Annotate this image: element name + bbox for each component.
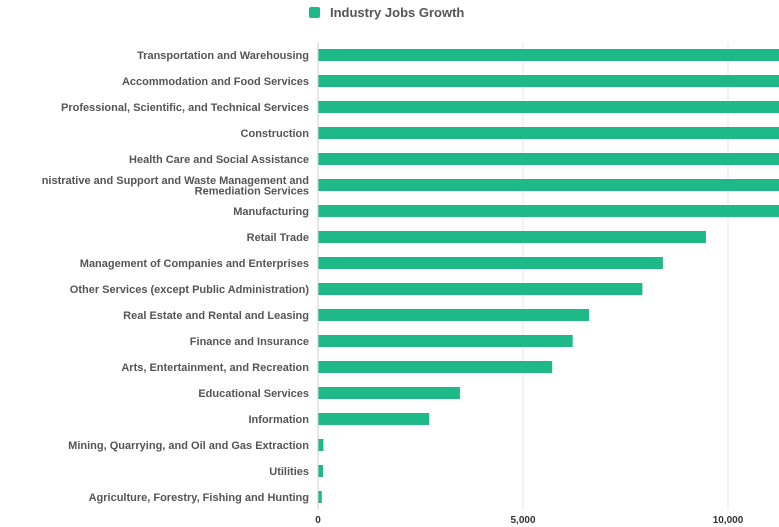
- category-label-line: Management of Companies and Enterprises: [80, 258, 309, 270]
- category-label-line: Real Estate and Rental and Leasing: [123, 310, 309, 322]
- category-label-line: Agriculture, Forestry, Fishing and Hunti…: [89, 492, 309, 504]
- category-label: Real Estate and Rental and Leasing: [123, 310, 309, 322]
- bar[interactable]: [318, 387, 460, 399]
- bar[interactable]: [318, 127, 779, 139]
- bar[interactable]: [318, 101, 779, 113]
- category-label: Mining, Quarrying, and Oil and Gas Extra…: [68, 440, 309, 452]
- category-label-line: Arts, Entertainment, and Recreation: [121, 362, 309, 374]
- bar[interactable]: [318, 205, 779, 217]
- category-label: nistrative and Support and Waste Managem…: [42, 175, 309, 198]
- gridlines: [522, 42, 729, 510]
- category-label-line: Mining, Quarrying, and Oil and Gas Extra…: [68, 440, 309, 452]
- category-label-line: Information: [249, 414, 310, 426]
- bar[interactable]: [318, 465, 324, 477]
- category-label-line: Retail Trade: [247, 232, 309, 244]
- legend-swatch: [309, 7, 320, 18]
- category-label: Other Services (except Public Administra…: [70, 284, 310, 296]
- category-labels: Transportation and Warehousing Accommodat…: [42, 50, 310, 504]
- category-label: Educational Services: [198, 388, 309, 400]
- category-label: Health Care and Social Assistance: [129, 154, 309, 166]
- category-label-line: nistrative and Support and Waste Managem…: [42, 175, 309, 187]
- category-label: Utilities: [269, 466, 309, 478]
- bar[interactable]: [318, 309, 590, 321]
- category-label-line: Manufacturing: [233, 206, 309, 218]
- category-label: Finance and Insurance: [190, 336, 309, 348]
- category-label: Transportation and Warehousing: [137, 50, 309, 62]
- category-label-line: Transportation and Warehousing: [137, 50, 309, 62]
- category-label: Professional, Scientific, and Technical …: [61, 102, 309, 114]
- bar[interactable]: [318, 491, 322, 503]
- category-label: Information: [249, 414, 310, 426]
- bar[interactable]: [318, 335, 573, 347]
- bars: [318, 49, 779, 503]
- category-label-line: Other Services (except Public Administra…: [70, 284, 310, 296]
- x-tick-label: 0: [315, 515, 321, 526]
- category-label-line: Educational Services: [198, 388, 309, 400]
- bar[interactable]: [318, 75, 779, 87]
- category-label-line: Accommodation and Food Services: [122, 76, 309, 88]
- x-tick-label: 10,000: [713, 515, 744, 526]
- category-label: Retail Trade: [247, 232, 309, 244]
- category-label-line: Construction: [241, 128, 310, 140]
- bar[interactable]: [318, 361, 553, 373]
- category-label: Construction: [241, 128, 310, 140]
- bar[interactable]: [318, 413, 430, 425]
- bar[interactable]: [318, 283, 643, 295]
- bar[interactable]: [318, 439, 324, 451]
- category-label: Arts, Entertainment, and Recreation: [121, 362, 309, 374]
- category-label-line: Remediation Services: [195, 185, 309, 197]
- category-label: Management of Companies and Enterprises: [80, 258, 309, 270]
- category-label: Manufacturing: [233, 206, 309, 218]
- legend-label: Industry Jobs Growth: [330, 5, 464, 20]
- legend[interactable]: Industry Jobs Growth: [309, 5, 464, 20]
- bar[interactable]: [318, 153, 779, 165]
- bar[interactable]: [318, 231, 706, 243]
- category-label: Agriculture, Forestry, Fishing and Hunti…: [89, 492, 309, 504]
- x-tick-label: 5,000: [510, 515, 535, 526]
- category-label-line: Utilities: [269, 466, 309, 478]
- bar[interactable]: [318, 179, 779, 191]
- category-label-line: Professional, Scientific, and Technical …: [61, 102, 309, 114]
- category-label-line: Finance and Insurance: [190, 336, 309, 348]
- category-label: Accommodation and Food Services: [122, 76, 309, 88]
- bar[interactable]: [318, 49, 779, 61]
- category-label-line: Health Care and Social Assistance: [129, 154, 309, 166]
- bar[interactable]: [318, 257, 663, 269]
